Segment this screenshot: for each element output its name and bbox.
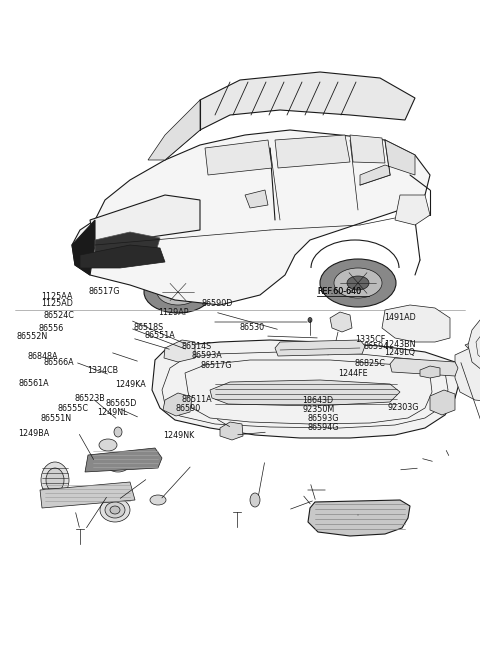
Ellipse shape bbox=[144, 271, 212, 313]
Text: 86593A: 86593A bbox=[192, 351, 223, 360]
Text: 92350M: 92350M bbox=[302, 405, 335, 414]
Text: 1335CF: 1335CF bbox=[355, 334, 385, 344]
Polygon shape bbox=[455, 345, 480, 402]
Polygon shape bbox=[148, 100, 200, 160]
Text: 86590: 86590 bbox=[175, 404, 201, 413]
Polygon shape bbox=[95, 232, 160, 258]
Text: 86561A: 86561A bbox=[18, 379, 49, 388]
Text: 86518S: 86518S bbox=[133, 323, 164, 332]
Ellipse shape bbox=[107, 458, 129, 472]
Text: 1334CB: 1334CB bbox=[87, 366, 119, 375]
Text: 86566A: 86566A bbox=[43, 358, 74, 367]
Text: 92303G: 92303G bbox=[388, 403, 420, 412]
Text: 86565D: 86565D bbox=[106, 399, 137, 408]
Text: 86551N: 86551N bbox=[41, 414, 72, 423]
Ellipse shape bbox=[46, 468, 64, 492]
Text: 18643D: 18643D bbox=[302, 396, 334, 405]
Ellipse shape bbox=[114, 427, 122, 437]
Text: 86552N: 86552N bbox=[17, 332, 48, 341]
Text: 1129AP: 1129AP bbox=[158, 308, 189, 317]
Polygon shape bbox=[465, 335, 480, 348]
Polygon shape bbox=[308, 500, 410, 536]
Text: 86593G: 86593G bbox=[307, 414, 339, 423]
Text: 86517G: 86517G bbox=[89, 287, 120, 296]
Ellipse shape bbox=[334, 268, 382, 298]
Polygon shape bbox=[390, 358, 458, 376]
Text: 1249LQ: 1249LQ bbox=[384, 348, 415, 357]
Text: 86594: 86594 bbox=[364, 342, 389, 351]
Text: 86517G: 86517G bbox=[201, 361, 232, 370]
Polygon shape bbox=[220, 422, 243, 440]
Ellipse shape bbox=[250, 493, 260, 507]
Ellipse shape bbox=[168, 286, 188, 298]
Text: 86511A: 86511A bbox=[181, 395, 212, 404]
Text: 1249KA: 1249KA bbox=[115, 380, 146, 389]
Text: 1491AD: 1491AD bbox=[384, 313, 416, 323]
Ellipse shape bbox=[110, 506, 120, 514]
Text: 1249BA: 1249BA bbox=[18, 429, 49, 438]
Polygon shape bbox=[330, 312, 352, 332]
Text: 1125AA: 1125AA bbox=[41, 292, 72, 302]
Ellipse shape bbox=[99, 439, 117, 451]
Text: 86524C: 86524C bbox=[43, 311, 74, 320]
Polygon shape bbox=[72, 220, 95, 275]
Polygon shape bbox=[275, 340, 365, 356]
Text: 86594G: 86594G bbox=[307, 422, 339, 432]
Text: REF.60-640: REF.60-640 bbox=[317, 287, 361, 296]
Polygon shape bbox=[468, 308, 480, 380]
Ellipse shape bbox=[308, 317, 312, 323]
Polygon shape bbox=[245, 190, 268, 208]
Polygon shape bbox=[85, 448, 162, 472]
Text: 86514S: 86514S bbox=[181, 342, 212, 351]
Polygon shape bbox=[395, 195, 430, 225]
Polygon shape bbox=[40, 482, 135, 508]
Polygon shape bbox=[80, 245, 165, 268]
Ellipse shape bbox=[157, 279, 199, 305]
Ellipse shape bbox=[100, 498, 130, 522]
Ellipse shape bbox=[304, 206, 316, 214]
Text: 1249NK: 1249NK bbox=[163, 431, 194, 440]
Polygon shape bbox=[163, 393, 192, 416]
Polygon shape bbox=[72, 130, 430, 305]
Polygon shape bbox=[420, 366, 440, 378]
Polygon shape bbox=[210, 380, 400, 406]
Text: 1249NL: 1249NL bbox=[97, 408, 128, 417]
Text: 86555C: 86555C bbox=[58, 404, 89, 413]
Text: 86530: 86530 bbox=[240, 323, 265, 332]
Polygon shape bbox=[275, 135, 350, 168]
Polygon shape bbox=[382, 305, 450, 342]
Ellipse shape bbox=[347, 276, 369, 290]
Text: 86825C: 86825C bbox=[354, 359, 385, 369]
Polygon shape bbox=[152, 340, 460, 438]
Text: 86551A: 86551A bbox=[145, 330, 176, 340]
Text: 1243BN: 1243BN bbox=[384, 340, 416, 349]
Text: 1125AD: 1125AD bbox=[41, 299, 72, 308]
Polygon shape bbox=[164, 340, 195, 362]
Ellipse shape bbox=[105, 502, 125, 518]
Ellipse shape bbox=[150, 495, 166, 505]
Ellipse shape bbox=[320, 259, 396, 307]
Polygon shape bbox=[200, 72, 415, 130]
Polygon shape bbox=[350, 135, 385, 163]
Polygon shape bbox=[205, 140, 272, 175]
Text: 1244FE: 1244FE bbox=[338, 369, 368, 378]
Text: 86556: 86556 bbox=[38, 324, 64, 333]
Ellipse shape bbox=[41, 462, 69, 498]
Polygon shape bbox=[90, 195, 200, 245]
Text: 86523B: 86523B bbox=[74, 394, 105, 403]
Text: REF.60-640: REF.60-640 bbox=[317, 287, 361, 296]
Text: 86590D: 86590D bbox=[202, 299, 233, 308]
Text: 86848A: 86848A bbox=[28, 351, 59, 361]
Polygon shape bbox=[430, 390, 455, 415]
Polygon shape bbox=[360, 140, 415, 185]
